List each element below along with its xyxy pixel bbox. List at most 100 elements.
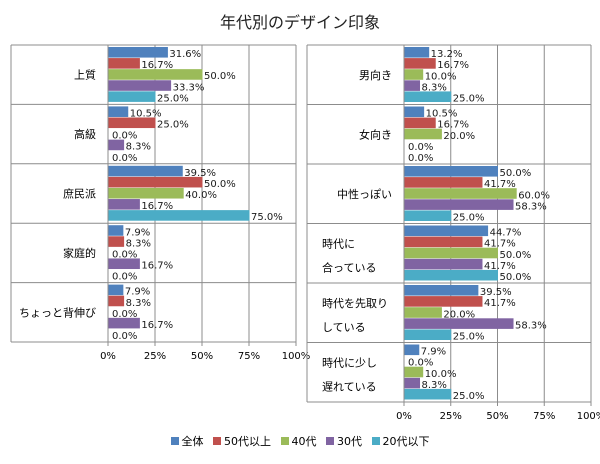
bar — [404, 177, 483, 188]
data-label: 20.0% — [443, 309, 475, 320]
data-label: 0.0% — [408, 142, 433, 153]
bar — [404, 247, 498, 259]
x-tick-label: 0% — [396, 411, 412, 422]
bar — [404, 106, 425, 118]
bar — [108, 47, 168, 58]
category-label: 遅れている — [322, 380, 377, 393]
data-label: 8.3% — [126, 238, 151, 249]
data-label: 8.3% — [422, 380, 447, 391]
data-label: 50.0% — [500, 168, 532, 179]
data-label: 39.5% — [184, 168, 216, 179]
data-label: 0.0% — [112, 131, 137, 142]
bar — [404, 269, 498, 281]
legend-label: 20代以下 — [382, 435, 430, 448]
bar — [108, 295, 125, 307]
data-label: 39.5% — [480, 287, 512, 298]
data-label: 7.9% — [421, 347, 446, 358]
bar — [404, 210, 452, 221]
data-label: 41.7% — [484, 261, 516, 272]
legend-item-40s: 40代 — [280, 433, 317, 449]
bar — [108, 69, 203, 80]
bar — [108, 117, 156, 129]
bar — [108, 139, 125, 151]
data-label: 7.9% — [125, 227, 150, 238]
data-label: 50.0% — [204, 179, 236, 190]
legend-swatch — [326, 437, 334, 445]
bar — [108, 91, 156, 102]
legend-swatch — [170, 437, 179, 445]
x-tick-label: 75% — [533, 411, 555, 422]
data-label: 25.0% — [453, 332, 485, 343]
bar — [108, 106, 129, 117]
bar — [404, 69, 424, 80]
data-label: 25.0% — [453, 213, 485, 224]
data-label: 0.0% — [408, 358, 433, 369]
bar — [404, 58, 436, 69]
bar — [108, 176, 203, 188]
data-label: 10.0% — [425, 369, 457, 380]
data-label: 10.5% — [130, 108, 162, 119]
category-label: している — [322, 321, 366, 334]
data-label: 16.7% — [141, 261, 173, 272]
bar — [404, 225, 489, 237]
x-tick-label: 100% — [577, 411, 600, 422]
x-tick-label: 100% — [282, 351, 311, 362]
data-label: 50.0% — [204, 71, 236, 82]
legend-swatch — [371, 437, 380, 445]
data-label: 33.3% — [173, 82, 205, 93]
bar — [108, 236, 125, 247]
bar — [404, 307, 442, 318]
data-label: 16.7% — [437, 60, 469, 71]
x-tick-label: 50% — [486, 411, 508, 422]
bar — [404, 236, 483, 248]
data-label: 0.0% — [112, 272, 137, 283]
data-label: 8.3% — [126, 142, 151, 153]
data-label: 25.0% — [453, 94, 485, 105]
legend: 全体 50代以上 40代 30代 20代以下 — [0, 433, 600, 449]
data-label: 41.7% — [484, 239, 516, 250]
category-label: 庶民派 — [63, 187, 96, 201]
legend-label: 30代 — [337, 435, 362, 448]
legend-swatch — [213, 437, 221, 445]
legend-label: 全体 — [181, 435, 204, 448]
chart-title: 年代別のデザイン印象 — [219, 13, 380, 32]
data-label: 0.0% — [112, 249, 137, 260]
data-label: 7.9% — [125, 287, 150, 298]
category-label: 家庭的 — [63, 246, 96, 260]
data-label: 16.7% — [437, 120, 469, 131]
x-tick-label: 25% — [144, 351, 166, 362]
bar — [404, 296, 483, 307]
data-label: 20.0% — [443, 131, 475, 142]
category-label: 高級 — [74, 127, 96, 141]
data-label: 0.0% — [112, 153, 137, 164]
bar — [404, 91, 452, 102]
legend-label: 40代 — [291, 435, 317, 448]
bar — [404, 285, 479, 296]
bar — [404, 366, 424, 378]
category-label: 時代に少し — [322, 356, 377, 369]
bar — [404, 258, 483, 270]
data-label: 16.7% — [141, 60, 173, 71]
category-label: 男向き — [359, 68, 392, 82]
bar — [404, 344, 420, 356]
bar — [108, 258, 140, 270]
data-label: 16.7% — [141, 201, 173, 212]
data-label: 25.0% — [453, 391, 485, 402]
bar — [108, 199, 140, 210]
data-label: 13.2% — [431, 49, 463, 60]
category-label: 合っている — [322, 260, 376, 274]
bar — [404, 128, 442, 140]
data-label: 60.0% — [518, 190, 550, 201]
data-label: 8.3% — [126, 298, 151, 309]
data-label: 50.0% — [500, 250, 532, 261]
bar — [404, 80, 421, 91]
data-label: 40.0% — [185, 190, 217, 201]
data-label: 75.0% — [251, 212, 283, 223]
legend-label: 50代以上 — [224, 435, 271, 448]
bar — [108, 80, 172, 91]
bar — [108, 165, 183, 177]
data-label: 58.3% — [515, 320, 547, 331]
data-label: 16.7% — [141, 320, 173, 331]
bar — [404, 166, 498, 177]
data-label: 0.0% — [112, 309, 137, 320]
